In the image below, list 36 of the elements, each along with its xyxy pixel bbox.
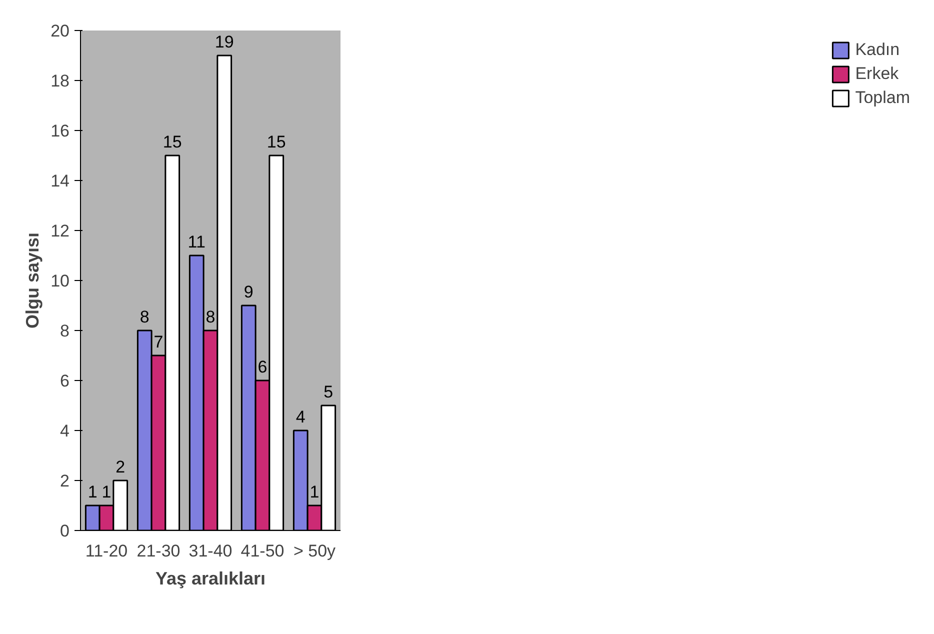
x-tick-label: 31-40 — [188, 542, 232, 560]
data-label: 1 — [102, 482, 112, 502]
legend-label: Toplam — [855, 88, 910, 108]
data-label: 2 — [116, 458, 126, 476]
y-axis-title: Olgu sayısı — [22, 232, 43, 329]
x-tick-label: 41-50 — [240, 542, 284, 560]
y-tick-label: 2 — [60, 472, 70, 490]
data-label: 8 — [206, 308, 216, 326]
data-label: 8 — [140, 308, 150, 326]
data-label: 1 — [310, 482, 320, 502]
x-tick-label: 21-30 — [136, 542, 180, 560]
y-tick-label: 8 — [60, 322, 70, 340]
legend-label: Kadın — [855, 40, 900, 60]
x-axis-title: Yaş aralıkları — [155, 568, 266, 588]
data-label: 19 — [214, 32, 234, 52]
y-tick-label: 0 — [60, 522, 70, 540]
y-tick-label: 20 — [50, 22, 70, 40]
legend-label: Erkek — [855, 64, 899, 84]
data-label: 15 — [162, 132, 182, 152]
y-tick-label: 16 — [50, 122, 70, 140]
y-tick-label: 6 — [60, 372, 70, 390]
x-tick-label: 11-20 — [85, 542, 128, 560]
data-label: 4 — [296, 408, 306, 426]
data-label: 9 — [244, 282, 254, 302]
data-label: 7 — [154, 332, 164, 352]
data-label: 1 — [88, 482, 98, 502]
x-tick-label: > 50y — [293, 542, 336, 560]
y-tick-label: 18 — [50, 72, 70, 90]
y-tick-label: 10 — [50, 272, 70, 290]
data-label: 6 — [258, 358, 268, 376]
y-tick-label: 4 — [60, 422, 70, 440]
data-label: 5 — [324, 382, 334, 402]
y-tick-label: 14 — [50, 172, 70, 190]
data-label: 15 — [266, 132, 286, 152]
data-label: 11 — [188, 232, 206, 252]
y-tick-label: 12 — [50, 222, 70, 240]
